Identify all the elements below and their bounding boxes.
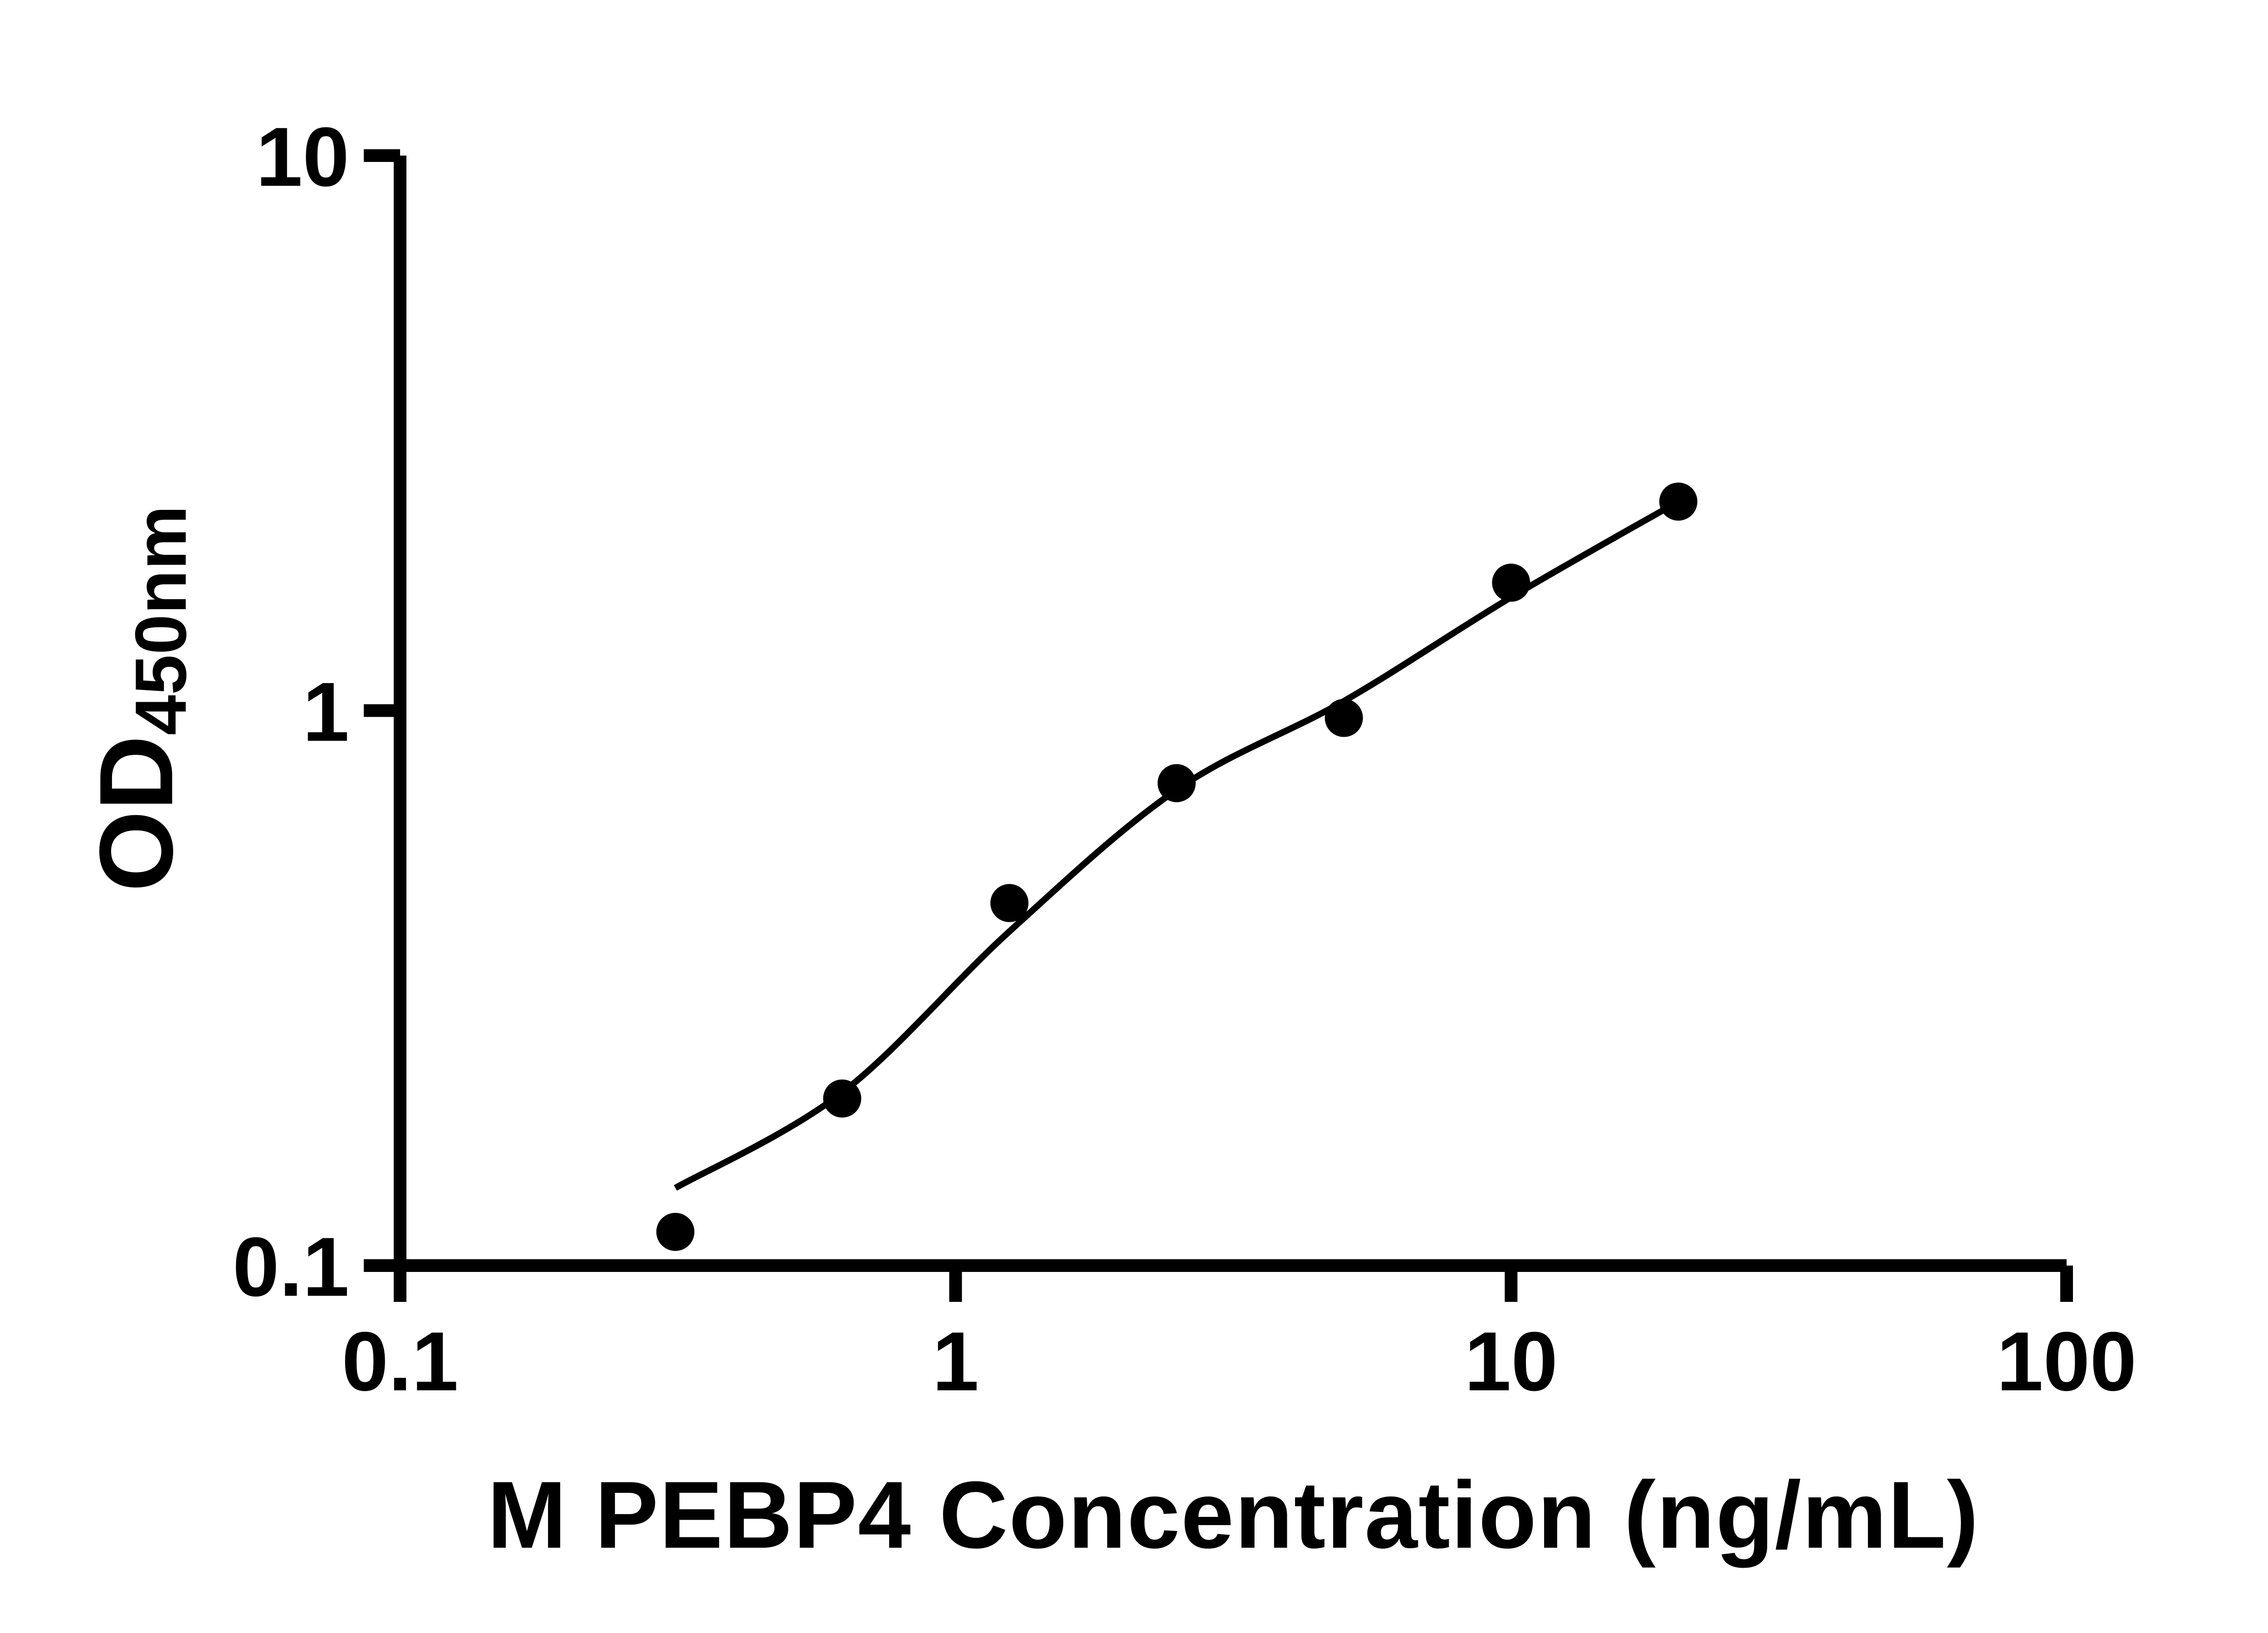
data-point (1492, 563, 1530, 602)
x-tick-label: 100 (1997, 1315, 2137, 1408)
x-axis-title: M PEBP4 Concentration (ng/mL) (487, 1462, 1980, 1568)
fit-curve (674, 499, 1680, 1191)
x-tick-label: 10 (1464, 1315, 1558, 1408)
y-tick-label: 1 (303, 665, 349, 759)
data-point (656, 1213, 694, 1251)
y-axis-title-subscript: 450nm (120, 505, 201, 735)
data-point (1158, 764, 1196, 802)
x-tick-label: 1 (932, 1315, 979, 1408)
axes (394, 156, 2067, 1272)
y-tick-label: 10 (256, 111, 349, 204)
data-point (990, 884, 1029, 922)
y-tick-label: 0.1 (233, 1221, 349, 1314)
data-point (1659, 482, 1697, 521)
y-axis-title-main: OD (78, 735, 195, 892)
x-tick-label: 0.1 (342, 1315, 458, 1408)
data-point (823, 1079, 861, 1118)
data-point (1325, 699, 1363, 737)
y-axis-title: OD450nm (76, 505, 201, 892)
